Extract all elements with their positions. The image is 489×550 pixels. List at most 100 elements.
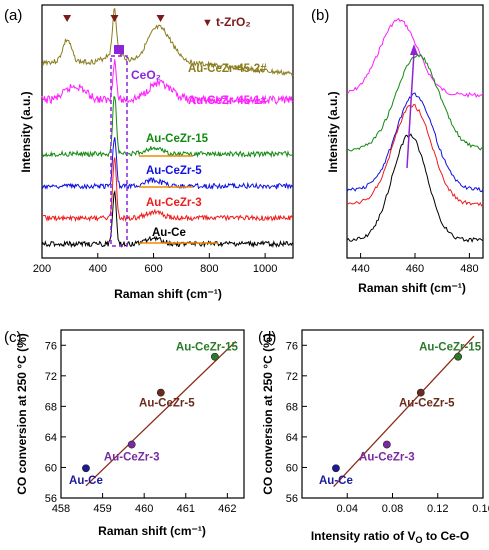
x-tick-label: 0.08 bbox=[382, 503, 403, 515]
y-tick-label: 64 bbox=[286, 432, 298, 444]
point-label: Au-CeZr-5 bbox=[399, 398, 455, 410]
x-tick-label: 600 bbox=[144, 263, 162, 275]
series-label-au-cezr-45-2: Au-CeZr-45-2# bbox=[188, 63, 267, 75]
panel-b-ylabel: Intensity (a.u.) bbox=[326, 91, 340, 172]
y-tick-label: 68 bbox=[286, 401, 298, 413]
tzro2-peak-marker bbox=[110, 15, 119, 22]
spectrum-au-cezr-3 bbox=[41, 157, 294, 223]
y-tick-label: 56 bbox=[286, 493, 298, 505]
x-tick-label: 480 bbox=[460, 263, 478, 275]
series-label-au-cezr-45-1: Au-CeZr-45-1# bbox=[188, 95, 267, 107]
series-label-au-cezr-3: Au-CeZr-3 bbox=[146, 197, 202, 209]
tzro2-peak-marker bbox=[156, 15, 165, 22]
ceo2-square-marker bbox=[114, 45, 124, 54]
y-tick-label: 60 bbox=[286, 462, 298, 474]
y-tick-label: 76 bbox=[45, 340, 57, 352]
x-tick-label: 461 bbox=[177, 503, 195, 515]
panel-a-xticks: 200 400 600 800 1000 bbox=[33, 253, 277, 275]
data-point bbox=[332, 464, 340, 473]
panel-b: (b) Intensity (a.u.) Raman shift (cm⁻¹) … bbox=[311, 4, 484, 295]
ceo2-dashed-box bbox=[110, 55, 128, 247]
y-tick-label: 72 bbox=[45, 371, 57, 383]
panel-c: (c) CO conversion at 250 °C (%) Raman sh… bbox=[4, 329, 245, 538]
panel-c-ylabel: CO conversion at 250 °C (%) bbox=[15, 333, 29, 495]
y-tick-label: 76 bbox=[286, 340, 298, 352]
x-tick-label: 400 bbox=[89, 263, 107, 275]
spectrum-au-cezr-45-1- bbox=[41, 59, 294, 106]
y-tick-label: 64 bbox=[45, 432, 57, 444]
peak-shift-arrowhead bbox=[410, 44, 418, 55]
x-tick-label: 460 bbox=[135, 503, 153, 515]
panel-d-xlabel: Intensity ratio of VO to Ce-O bbox=[311, 529, 469, 545]
x-tick-label: 0.04 bbox=[337, 503, 358, 515]
panel-c-xlabel: Raman shift (cm⁻¹) bbox=[98, 524, 206, 538]
y-tick-label: 60 bbox=[45, 462, 57, 474]
tzro2-legend-marker: ▼ bbox=[202, 17, 213, 29]
zoom-spectrum bbox=[346, 104, 484, 207]
panel-a-label: (a) bbox=[4, 7, 22, 24]
data-point bbox=[416, 388, 425, 397]
panel-c-plot: 458 459 460 461 462566064687276Au-CeAu-CeZr-… bbox=[45, 340, 239, 515]
ceo2-annotation: CeO₂ bbox=[131, 68, 161, 82]
point-label: Au-CeZr-15 bbox=[419, 342, 482, 354]
spectrum-au-cezr-45-2- bbox=[41, 7, 294, 77]
panel-b-xlabel: Raman shift (cm⁻¹) bbox=[358, 281, 466, 295]
x-tick-label: 0.16 bbox=[472, 503, 489, 515]
x-tick-label: 458 bbox=[52, 503, 70, 515]
data-point bbox=[127, 440, 136, 449]
point-label: Au-CeZr-3 bbox=[104, 452, 160, 464]
point-label: Au-Ce bbox=[319, 475, 353, 487]
spectrum-au-cezr-5 bbox=[41, 137, 294, 190]
fit-line bbox=[333, 335, 475, 487]
zoom-spectrum bbox=[346, 92, 484, 193]
x-tick-label: 1000 bbox=[253, 263, 277, 275]
data-point bbox=[454, 352, 463, 361]
panel-d-label: (d) bbox=[258, 329, 276, 346]
x-tick-label: 800 bbox=[200, 263, 218, 275]
tzro2-peak-markers bbox=[63, 15, 165, 22]
x-tick-label: 440 bbox=[351, 263, 369, 275]
zoom-spectrum bbox=[346, 133, 484, 243]
y-tick-label: 56 bbox=[45, 493, 57, 505]
panel-c-label: (c) bbox=[4, 329, 22, 346]
spectrum-au-ce bbox=[41, 189, 294, 249]
point-label: Au-CeZr-3 bbox=[359, 452, 415, 464]
series-label-au-cezr-5: Au-CeZr-5 bbox=[146, 165, 202, 177]
x-tick-label: 462 bbox=[218, 503, 236, 515]
spectrum-au-cezr-15 bbox=[41, 95, 294, 159]
zoom-spectrum bbox=[346, 17, 484, 99]
x-tick-label: 0.12 bbox=[427, 503, 448, 515]
panel-c-frame bbox=[60, 329, 245, 499]
panel-b-label: (b) bbox=[311, 7, 329, 24]
panel-a-spectra bbox=[41, 7, 294, 249]
panel-d-plot: 0.04 0.08 0.12 0.16 56 60 64 68 72 76 Au-Ce Au-CeZr… bbox=[286, 335, 489, 515]
point-label: Au-CeZr-5 bbox=[139, 398, 195, 410]
data-point bbox=[156, 388, 165, 397]
peak-shift-arrow bbox=[406, 51, 415, 169]
series-label-au-ce: Au-Ce bbox=[152, 227, 186, 239]
tzro2-legend-text: t-ZrO₂ bbox=[216, 15, 251, 29]
panel-a-frame bbox=[41, 4, 294, 259]
y-tick-label: 72 bbox=[286, 371, 298, 383]
fit-line bbox=[85, 340, 237, 487]
point-label: Au-Ce bbox=[69, 475, 103, 487]
panel-b-xticks: 440 460 480 bbox=[351, 253, 479, 275]
x-tick-label: 200 bbox=[33, 263, 51, 275]
data-point bbox=[82, 464, 90, 473]
x-tick-label: 459 bbox=[93, 503, 111, 515]
panel-a-xlabel: Raman shift (cm⁻¹) bbox=[114, 287, 222, 301]
panel-a: (a) Intensity (a.u.) Raman shift (cm⁻¹) … bbox=[4, 4, 294, 301]
panel-b-spectra bbox=[346, 17, 484, 243]
zoom-spectrum bbox=[346, 53, 484, 152]
tzro2-peak-marker bbox=[63, 15, 72, 22]
panel-a-ylabel: Intensity (a.u.) bbox=[19, 91, 33, 172]
panel-d: (d) CO conversion at 250 °C (%) Intensit… bbox=[258, 329, 489, 545]
x-tick-label: 460 bbox=[406, 263, 424, 275]
data-point bbox=[210, 352, 219, 361]
panel-d-ylabel: CO conversion at 250 °C (%) bbox=[261, 333, 275, 495]
data-point bbox=[382, 440, 391, 449]
point-label: Au-CeZr-15 bbox=[176, 342, 239, 354]
y-tick-label: 68 bbox=[45, 401, 57, 413]
series-label-au-cezr-15: Au-CeZr-15 bbox=[146, 133, 209, 145]
